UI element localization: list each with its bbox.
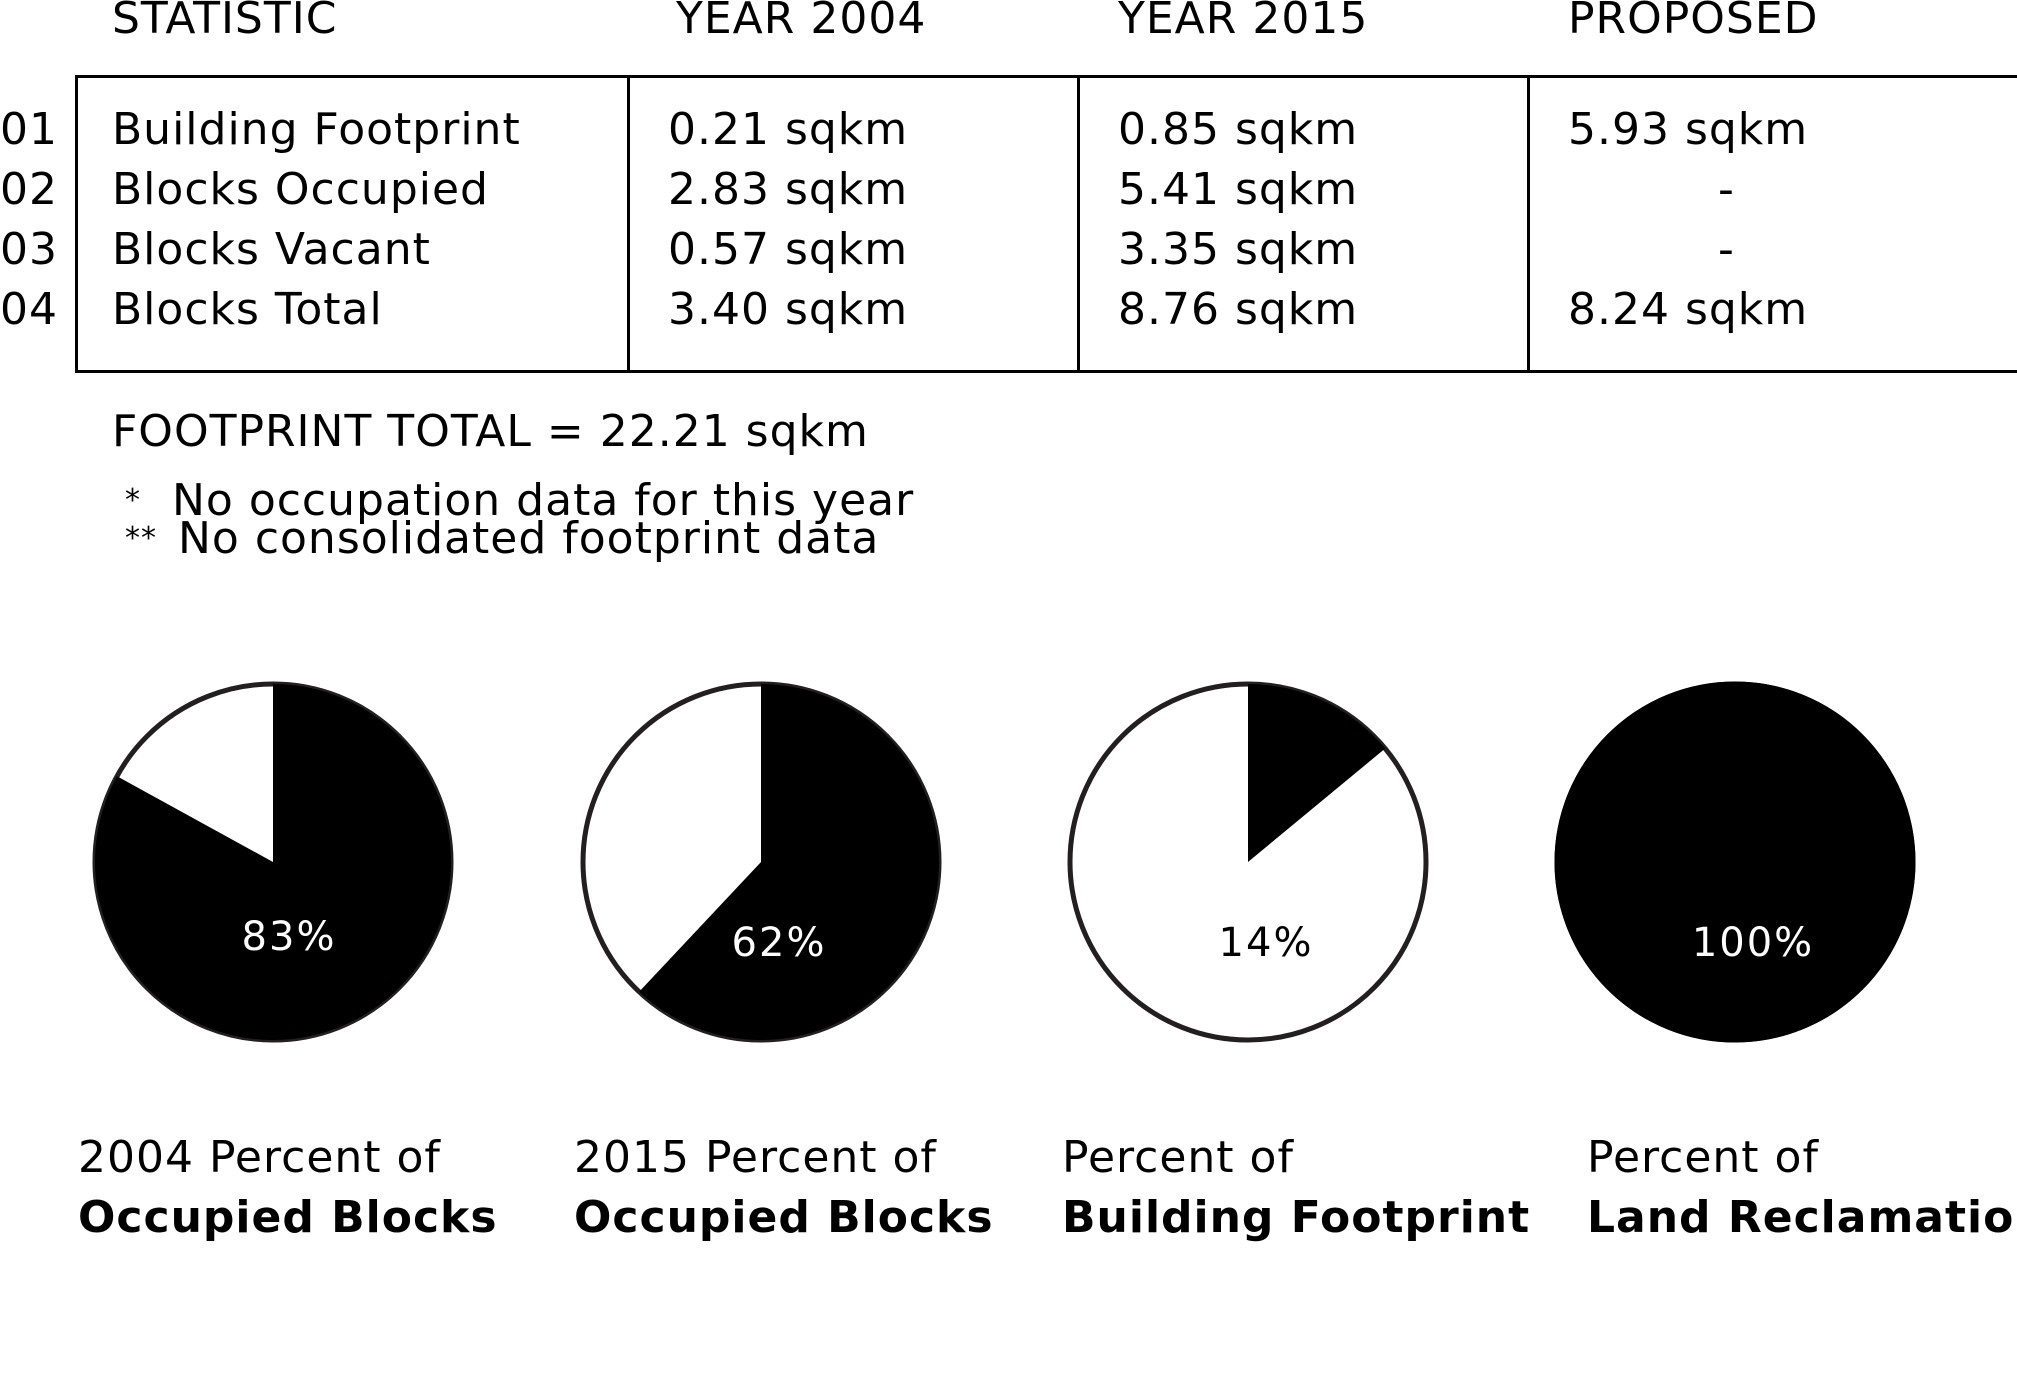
pie-caption-line1: 2015 Percent of: [574, 1132, 937, 1183]
row-number: 04: [0, 284, 58, 335]
pie-caption-line2: Occupied Blocks: [574, 1192, 994, 1243]
footprint-total: FOOTPRINT TOTAL = 22.21 sqkm: [112, 406, 869, 457]
header-statistic: STATISTIC: [112, 0, 338, 44]
pie-slice: [95, 684, 451, 1040]
footnote-2: ** No consolidated footprint data: [125, 517, 879, 561]
row-label: Blocks Occupied: [112, 164, 489, 215]
row-number: 02: [0, 164, 58, 215]
footnote-mark: *: [125, 483, 141, 518]
row-number: 03: [0, 224, 58, 275]
cell-2004: 2.83 sqkm: [668, 164, 909, 215]
pie-slice: [1554, 681, 1916, 1043]
pie-caption-line2: Building Footprint: [1062, 1192, 1531, 1243]
cell-2015: 0.85 sqkm: [1118, 104, 1359, 155]
cell-proposed: -: [1718, 224, 1734, 275]
row-label: Blocks Vacant: [112, 224, 431, 275]
footnote-text: No consolidated footprint data: [178, 513, 880, 564]
table-divider: [627, 75, 630, 373]
cell-2004: 0.57 sqkm: [668, 224, 909, 275]
pie-value-label: 62%: [732, 920, 827, 966]
pie-caption-line1: Percent of: [1062, 1132, 1294, 1183]
cell-2015: 3.35 sqkm: [1118, 224, 1359, 275]
row-label: Blocks Total: [112, 284, 383, 335]
cell-2004: 0.21 sqkm: [668, 104, 909, 155]
cell-proposed: 5.93 sqkm: [1568, 104, 1809, 155]
cell-2015: 5.41 sqkm: [1118, 164, 1359, 215]
header-proposed: PROPOSED: [1568, 0, 1819, 44]
statistics-table: [75, 75, 2017, 373]
pie-caption-line2: Land Reclamation: [1587, 1192, 2017, 1243]
cell-proposed: -: [1718, 164, 1734, 215]
pie-slice: [1248, 684, 1386, 862]
pie-caption-line2: Occupied Blocks: [78, 1192, 498, 1243]
pie-caption-line1: 2004 Percent of: [78, 1132, 441, 1183]
header-year-2004: YEAR 2004: [676, 0, 927, 44]
pie-value-label: 83%: [242, 914, 337, 960]
cell-2004: 3.40 sqkm: [668, 284, 909, 335]
pie-value-label: 100%: [1692, 920, 1814, 966]
footnote-mark: **: [125, 521, 157, 556]
row-number: 01: [0, 104, 58, 155]
pie-slice: [639, 684, 940, 1040]
footnote-text: No occupation data for this year: [172, 475, 915, 526]
cell-2015: 8.76 sqkm: [1118, 284, 1359, 335]
row-label: Building Footprint: [112, 104, 521, 155]
header-year-2015: YEAR 2015: [1118, 0, 1369, 44]
footnote-1: * No occupation data for this year: [125, 479, 914, 523]
pie-value-label: 14%: [1219, 920, 1314, 966]
table-divider: [1527, 75, 1530, 373]
pie-charts: 83% 62% 14% 100%: [92, 681, 1916, 1043]
table-divider: [1077, 75, 1080, 373]
cell-proposed: 8.24 sqkm: [1568, 284, 1809, 335]
pie-caption-line1: Percent of: [1587, 1132, 1819, 1183]
